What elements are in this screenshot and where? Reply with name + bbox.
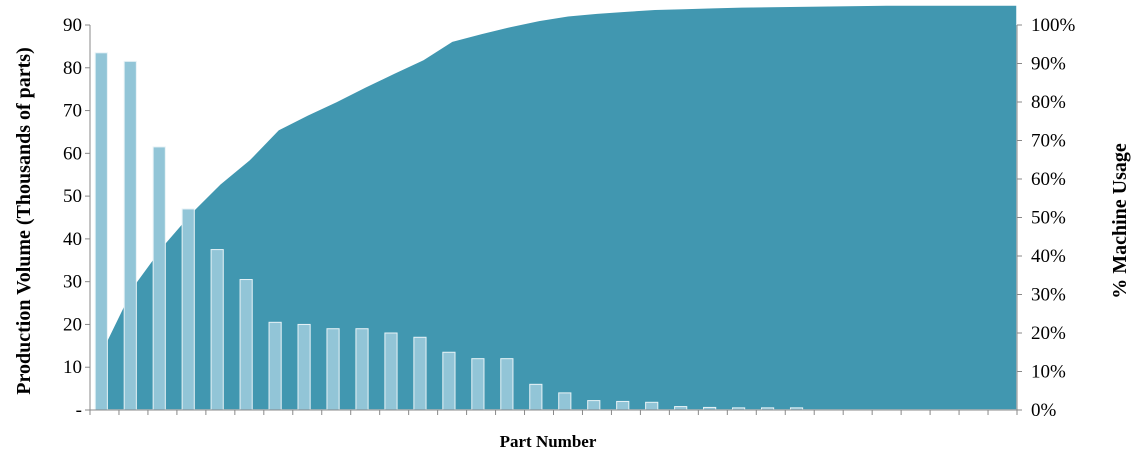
left-axis-tick-label: - (76, 400, 82, 421)
right-axis-tick-label: 0% (1031, 400, 1057, 421)
bar-part-4 (181, 208, 195, 411)
right-axis-tick-label: 40% (1031, 246, 1066, 267)
bar-part-21 (674, 406, 688, 411)
bar-part-2 (123, 60, 137, 411)
right-axis-tick-label: 30% (1031, 285, 1066, 306)
bar-part-5 (210, 249, 224, 411)
right-axis-title: % Machine Usage (1109, 143, 1131, 299)
bar-part-19 (616, 400, 630, 411)
right-axis-tick-label: 20% (1031, 323, 1066, 344)
bar-part-9 (326, 328, 340, 411)
right-axis-tick-label: 60% (1031, 169, 1066, 190)
left-axis-title: Production Volume (Thousands of parts) (13, 47, 35, 394)
bar-part-6 (239, 279, 253, 411)
bar-part-1 (94, 52, 108, 411)
bar-part-15 (500, 358, 514, 411)
bar-part-3 (152, 146, 166, 411)
cumulative-usage-area (103, 4, 1018, 411)
left-axis-tick-label: 40 (63, 229, 82, 250)
right-axis-tick-label: 100% (1031, 15, 1076, 36)
bar-part-18 (587, 400, 601, 411)
bar-part-7 (268, 321, 282, 411)
bar-layer (94, 52, 804, 411)
bar-part-10 (355, 328, 369, 411)
axes (85, 24, 1022, 415)
left-axis-tick-labels: - 10 20 30 40 50 60 70 80 90 (63, 15, 82, 421)
bar-part-12 (413, 336, 427, 411)
left-axis-tick-label: 20 (63, 314, 82, 335)
right-axis-tick-label: 10% (1031, 362, 1066, 383)
left-axis-tick-label: 90 (63, 15, 82, 36)
bar-part-11 (384, 332, 398, 411)
right-axis-tick-label: 50% (1031, 208, 1066, 229)
left-axis-tick-label: 50 (63, 186, 82, 207)
cumulative-area-layer (103, 4, 1018, 411)
left-axis-tick-label: 30 (63, 272, 82, 293)
right-axis-tick-labels: 0% 10% 20% 30% 40% 50% 60% 70% 80% 90% 100% (1031, 15, 1076, 421)
x-axis-title: Part Number (500, 432, 597, 451)
bar-part-13 (442, 351, 456, 411)
left-axis-tick-label: 60 (63, 143, 82, 164)
bar-part-8 (297, 323, 311, 411)
bar-part-17 (558, 392, 572, 411)
left-axis-tick-label: 70 (63, 101, 82, 122)
bar-part-20 (645, 401, 659, 411)
left-axis-tick-label: 10 (63, 357, 82, 378)
right-axis-tick-label: 70% (1031, 131, 1066, 152)
left-axis-tick-label: 80 (63, 58, 82, 79)
right-axis-tick-label: 80% (1031, 92, 1066, 113)
bar-part-16 (529, 383, 543, 411)
right-axis-tick-label: 90% (1031, 54, 1066, 75)
bar-part-14 (471, 358, 485, 411)
